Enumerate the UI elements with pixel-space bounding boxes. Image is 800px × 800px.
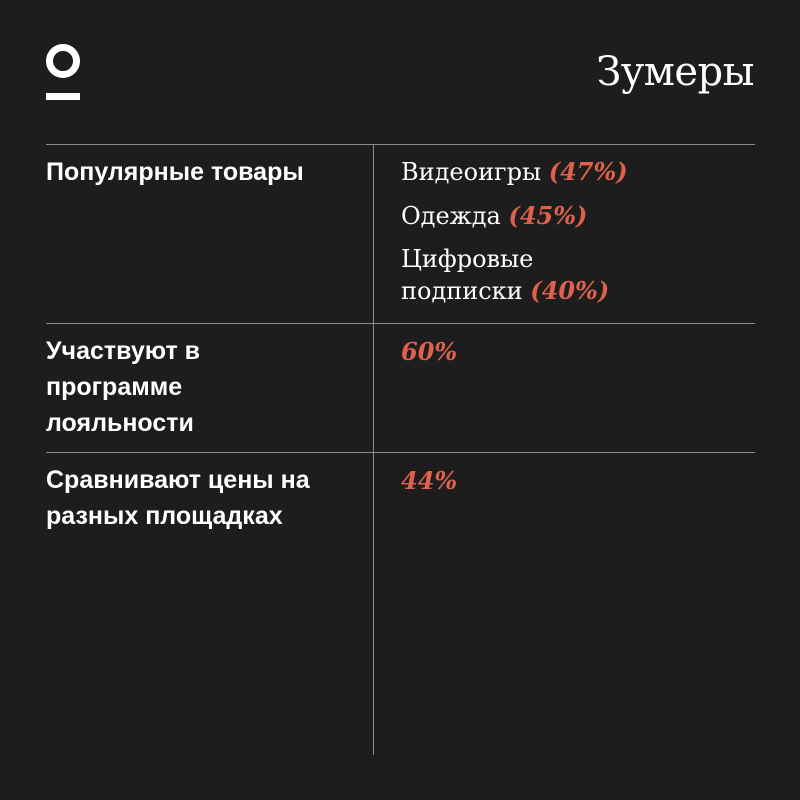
- item-text: Видеоигры: [401, 158, 542, 186]
- item-percent: (47%): [548, 157, 628, 186]
- loyalty-program-value: 60%: [401, 337, 458, 366]
- table-top-divider: [46, 144, 755, 145]
- logo-bar: [46, 93, 80, 100]
- logo-ring: [46, 44, 80, 78]
- item-percent: (40%): [530, 276, 610, 305]
- item-percent: (45%): [508, 201, 588, 230]
- row-divider-1: [46, 323, 755, 324]
- page-title: Зумеры: [596, 49, 754, 95]
- list-item: Одежда (45%): [401, 200, 751, 232]
- item-text: Одежда: [401, 202, 501, 230]
- row-label-popular-products: Популярные товары: [46, 158, 304, 186]
- row-label-compare-prices: Сравнивают цены на разных площадках: [46, 466, 310, 530]
- column-divider: [373, 144, 374, 755]
- brand-logo-icon: [46, 44, 80, 100]
- item-text: Цифровые подписки: [401, 245, 534, 305]
- row-divider-2: [46, 452, 755, 453]
- list-item: Видеоигры (47%): [401, 156, 751, 188]
- popular-products-list: Видеоигры (47%) Одежда (45%) Цифровые по…: [401, 156, 751, 319]
- list-item: Цифровые подписки (40%): [401, 244, 641, 307]
- compare-prices-value: 44%: [401, 466, 458, 495]
- row-label-loyalty-program: Участвуют в программе лояльности: [46, 337, 201, 437]
